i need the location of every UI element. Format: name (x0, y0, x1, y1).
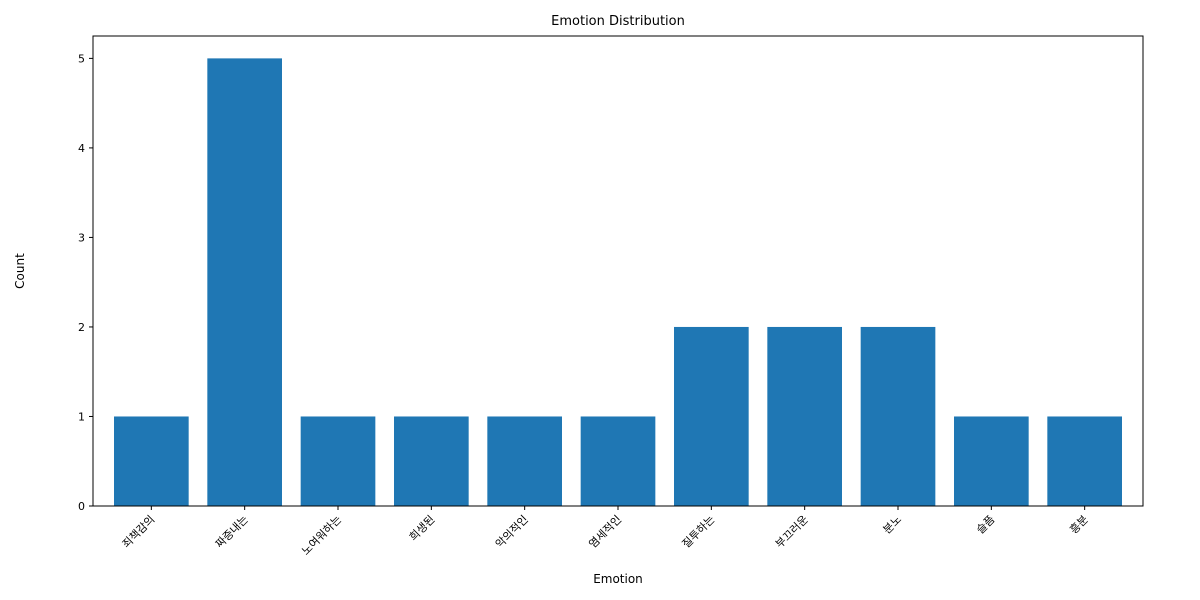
y-tick-label: 5 (78, 52, 85, 65)
x-tick-label: 노여워하는 (298, 512, 344, 558)
bar-8 (767, 326, 842, 506)
chart-title: Emotion Distribution (551, 14, 685, 29)
x-tick-label: 염세적인 (586, 513, 624, 551)
y-tick-label: 2 (78, 321, 85, 334)
x-tick-label: 질투하는 (679, 512, 718, 551)
bar-7 (674, 326, 749, 506)
x-tick-label: 죄책감의 (120, 513, 158, 551)
bar-10 (954, 416, 1029, 506)
x-tick-label: 악의적인 (493, 513, 531, 551)
bar-1 (114, 416, 189, 506)
x-tick-label: 짜증내는 (213, 513, 251, 551)
bar-2 (207, 58, 282, 506)
bar-11 (1047, 416, 1122, 506)
x-tick-label: 분노 (881, 513, 905, 537)
x-tick-label: 부끄러운 (773, 513, 811, 551)
x-axis-label: Emotion (593, 572, 643, 586)
x-tick-label: 흥분 (1067, 512, 1091, 536)
plot-frame (92, 35, 1144, 507)
y-tick-label: 0 (78, 500, 85, 513)
bar-9 (860, 326, 936, 506)
bar-3 (300, 416, 376, 506)
x-tick-label: 희생된 (407, 513, 438, 544)
y-axis-ticks: 0 1 2 3 4 5 (78, 52, 93, 513)
x-axis-ticks: 죄책감의 짜증내는 노여워하는 희생된 악의적인 염세적인 질투하는 부끄러운 분노 슬픔 흥분 (120, 506, 1091, 558)
bar-4 (394, 416, 469, 506)
bars-group (114, 58, 1122, 506)
bar-5 (487, 416, 562, 506)
y-tick-label: 3 (78, 231, 85, 244)
y-tick-label: 1 (78, 410, 85, 423)
x-tick-label: 슬픔 (974, 513, 998, 537)
bar-6 (580, 416, 656, 506)
y-tick-label: 4 (78, 142, 85, 155)
y-axis-label: Count (13, 253, 27, 289)
